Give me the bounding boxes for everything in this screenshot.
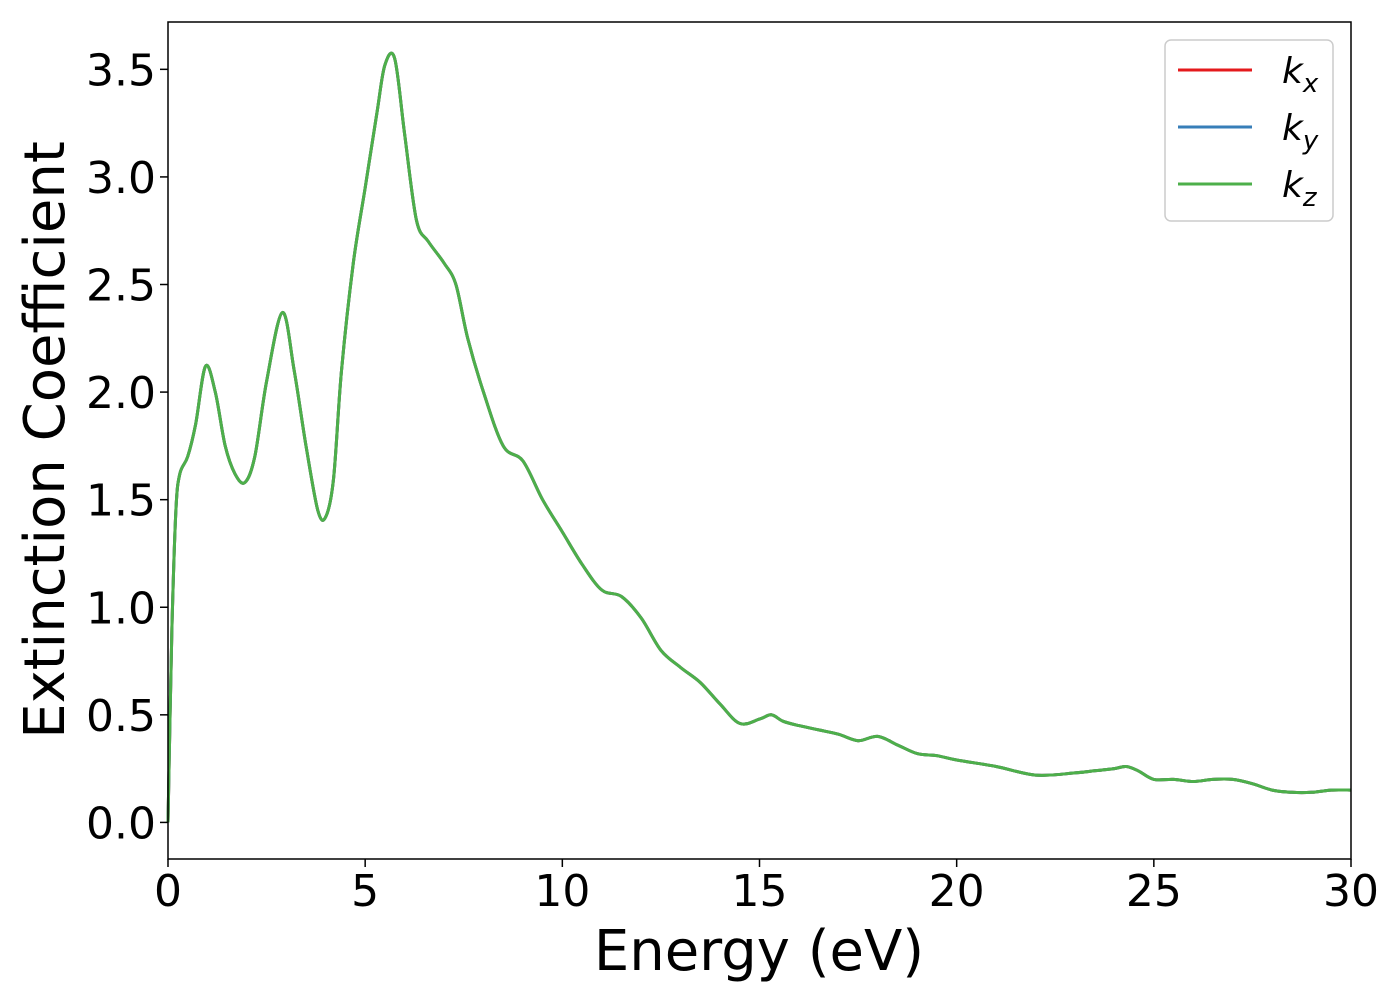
y-axis-title: Extinction Coefficient — [13, 141, 78, 739]
y-tick-label: 0.5 — [86, 691, 156, 742]
y-tick-label: 1.5 — [86, 476, 156, 527]
x-tick-label: 0 — [154, 866, 182, 917]
legend-box — [1164, 39, 1334, 222]
legend-label-z: kz — [1282, 165, 1318, 213]
x-axis: 0 5 10 15 20 25 30 — [154, 859, 1379, 917]
y-tick-label: 1.0 — [86, 583, 156, 634]
series-line-z — [166, 51, 1352, 823]
series-layer — [166, 51, 1352, 823]
y-tick-label: 2.5 — [86, 261, 156, 312]
x-tick-label: 10 — [534, 866, 590, 917]
y-tick-label: 2.0 — [86, 368, 156, 419]
legend-label-x: kx — [1282, 51, 1319, 99]
x-tick-label: 25 — [1126, 866, 1182, 917]
y-axis: 0.0 0.5 1.0 1.5 2.0 2.5 3.0 3.5 — [86, 45, 168, 849]
x-axis-title: Energy (eV) — [594, 919, 924, 984]
y-tick-label: 0.0 — [86, 798, 156, 849]
x-tick-label: 20 — [929, 866, 985, 917]
legend: kx ky kz — [1164, 39, 1334, 222]
legend-label-y: ky — [1282, 108, 1319, 156]
x-tick-label: 30 — [1323, 866, 1379, 917]
y-tick-label: 3.5 — [86, 45, 156, 96]
y-tick-label: 3.0 — [86, 153, 156, 204]
x-tick-label: 5 — [351, 866, 379, 917]
x-tick-label: 15 — [732, 866, 788, 917]
